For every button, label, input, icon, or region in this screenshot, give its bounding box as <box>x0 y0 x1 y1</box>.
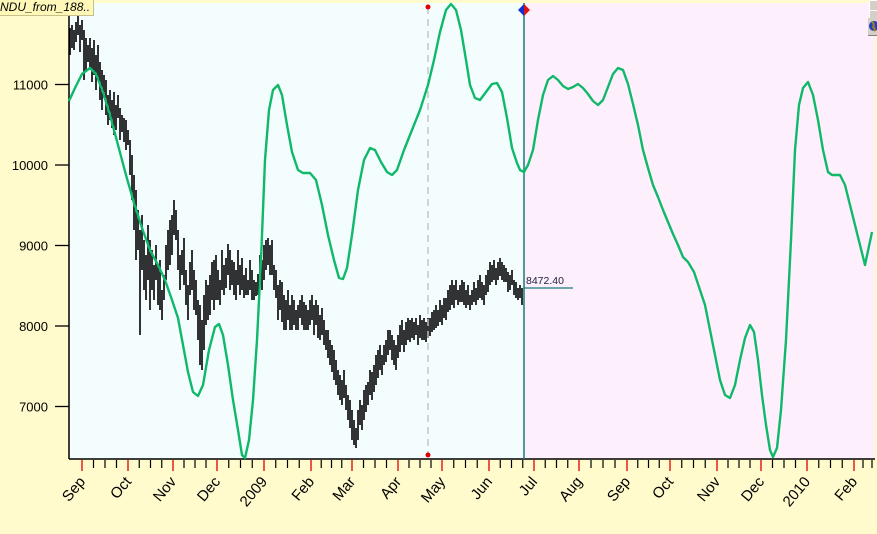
x-tick-label: Oct <box>649 473 678 502</box>
history-region <box>69 3 524 459</box>
forecast-region <box>524 3 875 459</box>
x-tick-label: 2010 <box>780 474 814 510</box>
price-bars <box>69 12 523 448</box>
chart-title-tab[interactable]: NDU_from_188.. <box>0 0 95 16</box>
x-tick-label: Dec <box>194 473 224 505</box>
y-tick-label: 9000 <box>19 239 48 254</box>
x-tick-label: 2009 <box>237 474 271 510</box>
globe-button[interactable] <box>868 18 877 36</box>
marker-dot-top[interactable] <box>425 4 431 10</box>
x-tick-label: Apr <box>377 474 405 503</box>
x-tick-label: Mar <box>329 474 359 505</box>
current-price-label: 8472.40 <box>526 275 564 287</box>
x-axis-ticks <box>81 460 873 471</box>
x-tick-label: Aug <box>556 474 586 505</box>
y-tick-label: 11000 <box>13 78 48 93</box>
x-tick-label: Oct <box>107 473 136 502</box>
x-tick-label: Sep <box>604 474 634 505</box>
x-tick-label: Feb <box>831 474 861 505</box>
marker-dot-bottom[interactable] <box>425 452 431 458</box>
x-tick-label: Sep <box>59 474 89 505</box>
x-tick-label: Dec <box>738 473 768 505</box>
x-tick-label: Feb <box>288 474 318 505</box>
x-tick-label: Jun <box>467 474 496 503</box>
globe-icon <box>869 21 877 32</box>
x-tick-label: Nov <box>150 473 180 505</box>
x-axis-labels: Sep Oct Nov Dec 2009 Feb Mar Apr May Jun Jul Aug Sep… <box>59 473 861 510</box>
x-tick-label: Jul <box>516 474 541 500</box>
x-tick-label: May <box>418 473 450 506</box>
y-tick-label: 7000 <box>19 400 48 415</box>
y-axis-ticks: 7000 8000 9000 10000 11000 <box>12 78 69 415</box>
y-tick-label: 8000 <box>19 319 48 334</box>
projection-line <box>67 2 874 460</box>
y-tick-label: 10000 <box>12 158 48 173</box>
x-tick-label: Nov <box>694 473 724 505</box>
cursor-handle-icon[interactable] <box>518 4 530 16</box>
